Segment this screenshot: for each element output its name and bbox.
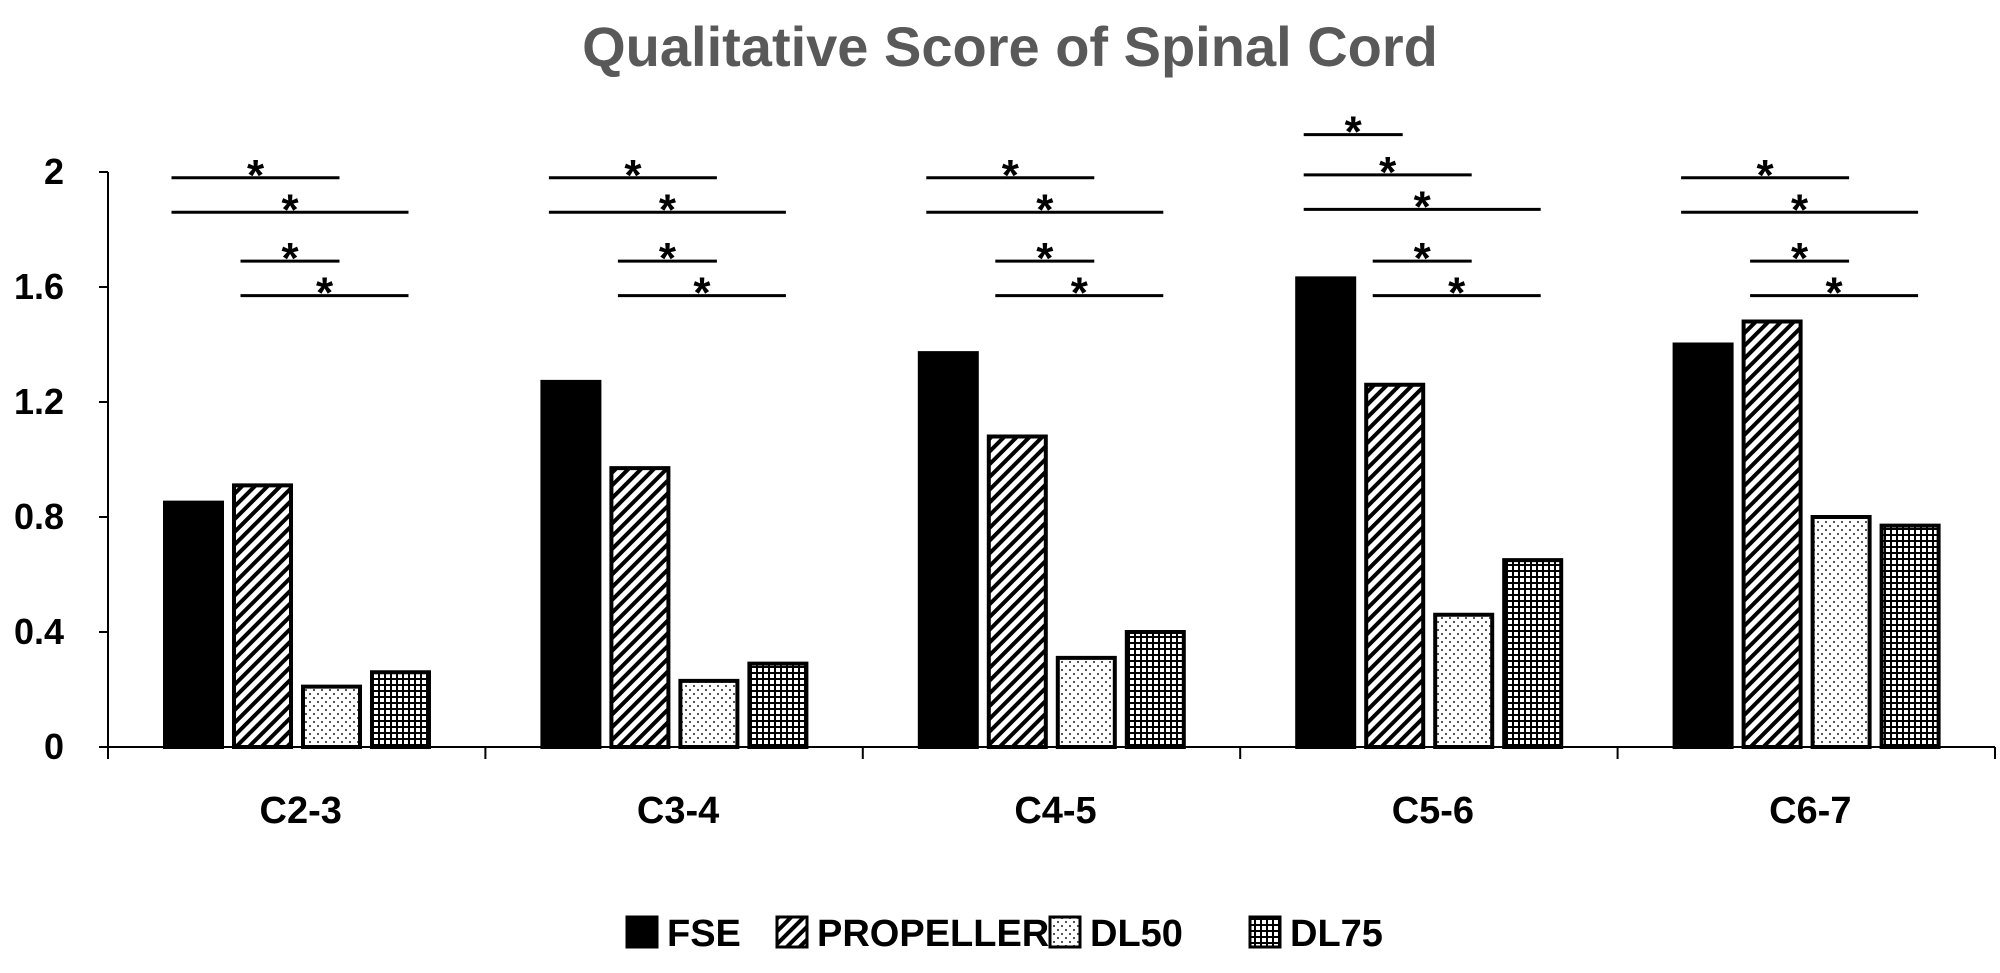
legend-label-fse: FSE: [667, 913, 741, 955]
significance-star: *: [659, 234, 677, 283]
bar-dl50-c6-7: [1810, 515, 1872, 749]
bar-dl75-c2-3: [370, 670, 431, 749]
legend-label-propeller: PROPELLER: [817, 913, 1049, 955]
significance-star: *: [1757, 151, 1775, 200]
bar-dl50-c4-5: [1055, 655, 1117, 749]
bars: [163, 276, 1941, 749]
x-category-label: C6-7: [1769, 790, 1851, 832]
bar-dl75-c3-4: [747, 661, 809, 749]
significance-star: *: [624, 151, 642, 200]
significance-star: *: [1414, 182, 1432, 231]
legend-label-dl75: DL75: [1290, 913, 1383, 955]
bar-fse-c6-7: [1672, 342, 1734, 749]
bar-propeller-c6-7: [1741, 319, 1803, 749]
x-category-label: C4-5: [1014, 790, 1096, 832]
significance-star: *: [1379, 148, 1397, 197]
significance-star: *: [1826, 269, 1844, 318]
y-tick-label: 1.2: [14, 381, 64, 422]
bar-dl50-c3-4: [678, 678, 740, 749]
chart-title: Qualitative Score of Spinal Cord: [582, 15, 1438, 78]
legend: FSE PROPELLER DL50 DL75: [625, 913, 1383, 955]
bar-dl50-c5-6: [1433, 612, 1495, 749]
bar-propeller-c2-3: [232, 483, 293, 749]
y-tick-label: 0.4: [14, 611, 64, 652]
x-category-label: C3-4: [637, 790, 719, 832]
bar-propeller-c5-6: [1364, 382, 1426, 749]
significance-star: *: [1448, 269, 1466, 318]
legend-swatch-dl75: [1248, 915, 1282, 949]
significance-star: *: [281, 185, 299, 234]
significance-star: *: [1071, 269, 1089, 318]
axes: 0 0.4 0.8 1.2 1.6 2 C2-3 C3-4 C4-5 C5-6 C6-7: [14, 151, 1996, 832]
significance-star: *: [316, 269, 334, 318]
significance-star: *: [247, 151, 265, 200]
significance-star: *: [1002, 151, 1020, 200]
bar-fse-c3-4: [540, 379, 602, 749]
significance-star: *: [693, 269, 711, 318]
significance-star: *: [1791, 185, 1809, 234]
legend-swatch-propeller: [775, 915, 809, 949]
y-tick-label: 1.6: [14, 266, 64, 307]
bar-dl75-c5-6: [1502, 558, 1564, 749]
y-tick-label: 2: [44, 151, 64, 192]
significance-star: *: [1036, 234, 1054, 283]
bar-propeller-c3-4: [609, 466, 671, 749]
bar-propeller-c4-5: [986, 434, 1048, 749]
bar-fse-c5-6: [1295, 276, 1357, 749]
significance-star: *: [281, 234, 299, 283]
x-category-label: C5-6: [1392, 790, 1474, 832]
legend-swatch-fse: [625, 915, 659, 949]
bar-fse-c2-3: [163, 500, 224, 749]
legend-label-dl50: DL50: [1090, 913, 1183, 955]
significance-star: *: [1414, 234, 1432, 283]
legend-swatch-dl50: [1048, 915, 1082, 949]
significance-star: *: [1036, 185, 1054, 234]
bar-dl50-c2-3: [301, 684, 362, 749]
bar-dl75-c6-7: [1879, 523, 1941, 749]
y-tick-label: 0: [44, 726, 64, 767]
bar-dl75-c4-5: [1124, 630, 1186, 749]
significance-annotations: *********************: [171, 108, 1919, 318]
x-category-label: C2-3: [260, 790, 342, 832]
significance-star: *: [1791, 234, 1809, 283]
significance-star: *: [659, 185, 677, 234]
bar-fse-c4-5: [917, 351, 979, 749]
y-tick-label: 0.8: [14, 496, 64, 537]
significance-star: *: [1345, 108, 1363, 157]
